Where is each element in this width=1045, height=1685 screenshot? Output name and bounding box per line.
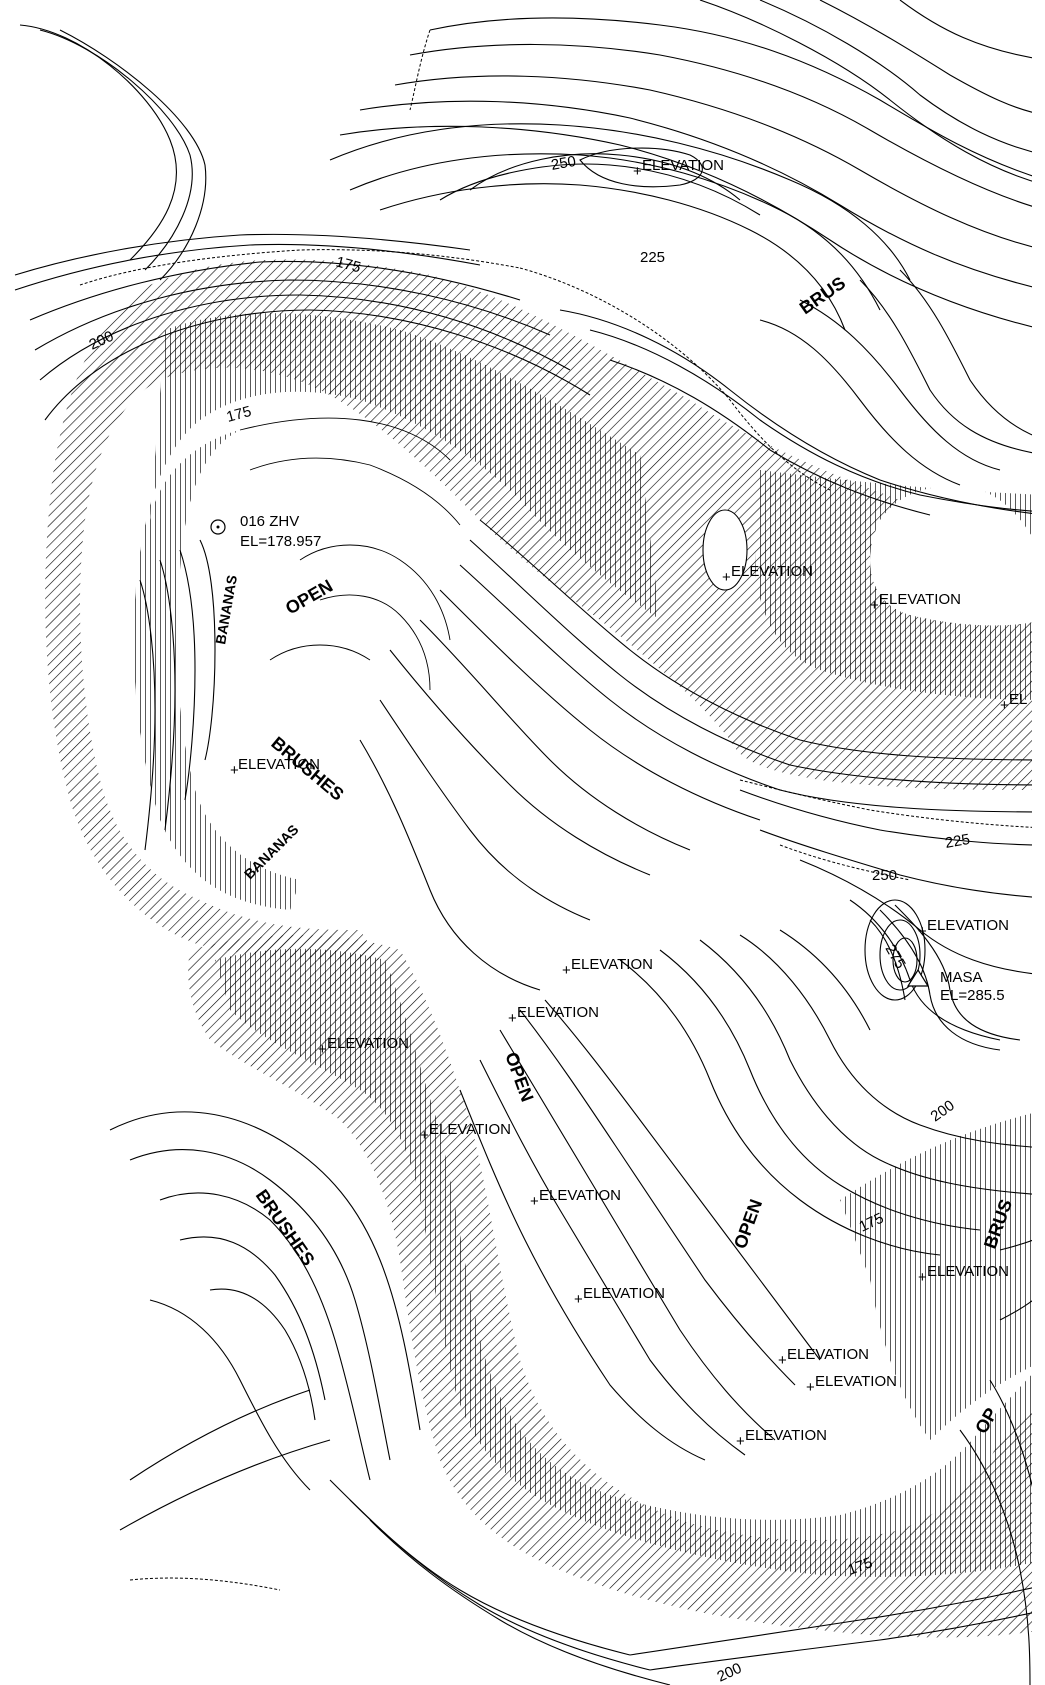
elevation-markers: + ELEVATION + ELEVATION + ELEVATION + EL… — [230, 157, 1027, 1450]
elevation-marker: + ELEVATION — [918, 1263, 1009, 1286]
contour-label: 200 — [715, 1660, 745, 1685]
elevation-marker-label: ELEVATION — [927, 1263, 1009, 1280]
elevation-marker-cross-icon: + — [918, 923, 927, 940]
elevation-marker-label: ELEVATION — [238, 756, 320, 773]
elevation-marker-label: ELEVATION — [731, 563, 813, 580]
survey-point-id: 016 ZHV — [240, 513, 299, 530]
contour-label: 175 — [334, 253, 363, 276]
elevation-marker-cross-icon: + — [574, 1291, 583, 1308]
contour-label: 175 — [225, 403, 254, 426]
elevation-marker: + ELEVATION — [230, 756, 320, 779]
contour-label: 225 — [640, 249, 665, 266]
elevation-marker-cross-icon: + — [530, 1193, 539, 1210]
elevation-marker-cross-icon: + — [722, 569, 731, 586]
elevation-marker-label: ELEVATION — [787, 1346, 869, 1363]
elevation-marker-label: ELEVATION — [879, 591, 961, 608]
elevation-marker-cross-icon: + — [918, 1269, 927, 1286]
elevation-marker: + ELEVATION — [574, 1285, 665, 1308]
elevation-marker-label: ELEVATION — [927, 917, 1009, 934]
elevation-marker-cross-icon: + — [562, 962, 571, 979]
elevation-marker-cross-icon: + — [736, 1433, 745, 1450]
contour-label: 250 — [550, 153, 578, 174]
open-clearing-east — [870, 486, 1045, 626]
elevation-marker-cross-icon: + — [508, 1010, 517, 1027]
elevation-marker-label: ELEVATION — [429, 1121, 511, 1138]
elevation-marker: + ELEVATION — [420, 1121, 511, 1144]
benchmark-name: MASA — [940, 969, 983, 986]
contour-label: 200 — [928, 1097, 958, 1125]
elevation-marker-cross-icon: + — [1000, 697, 1009, 714]
vegetation-label-brushes: BRUSHES — [252, 1186, 319, 1270]
elevation-marker: + ELEVATION — [508, 1004, 599, 1027]
benchmark-triangle-icon — [906, 968, 930, 987]
hatched-band-southwest-inner — [215, 948, 1045, 1577]
elevation-marker: + ELEVATION — [778, 1346, 869, 1369]
elevation-marker: + ELEVATION — [736, 1427, 827, 1450]
elevation-marker-cross-icon: + — [778, 1352, 787, 1369]
elevation-marker: + EL — [1000, 691, 1027, 714]
elevation-marker: + ELEVATION — [806, 1373, 897, 1396]
vegetation-label-open: OPEN — [501, 1050, 537, 1105]
hatched-band-southeast — [840, 1110, 1045, 1440]
contour-lines — [14, 0, 1045, 1685]
open-clearing-bananas — [216, 560, 249, 768]
benchmark-elevation: EL=285.5 — [940, 987, 1005, 1004]
elevation-marker-cross-icon: + — [230, 762, 239, 779]
contour-label: 250 — [872, 867, 897, 884]
elevation-marker-cross-icon: + — [870, 597, 879, 614]
elevation-marker-label: ELEVATION — [571, 956, 653, 973]
contour-label: 225 — [944, 831, 972, 852]
elevation-marker: + ELEVATION — [562, 956, 653, 979]
hatched-band-inner-north — [133, 313, 660, 910]
elevation-marker-cross-icon: + — [633, 163, 642, 180]
survey-point-elevation: EL=178.957 — [240, 533, 321, 550]
elevation-marker: + ELEVATION — [722, 563, 813, 586]
vegetation-label-open: OPEN — [730, 1197, 766, 1252]
survey-point: 016 ZHV EL=178.957 — [210, 513, 321, 550]
elevation-marker-cross-icon: + — [806, 1379, 815, 1396]
elevation-marker-cross-icon: + — [318, 1041, 327, 1058]
elevation-marker-cross-icon: + — [420, 1127, 429, 1144]
elevation-marker: + ELEVATION — [318, 1035, 409, 1058]
elevation-marker-label: ELEVATION — [583, 1285, 665, 1302]
open-clearing-pond — [702, 509, 748, 591]
elevation-marker: + ELEVATION — [918, 917, 1009, 940]
elevation-marker: + ELEVATION — [870, 591, 961, 614]
open-clearing-north — [223, 431, 755, 964]
elevation-marker-label: ELEVATION — [539, 1187, 621, 1204]
vegetation-label-brushes: BRUS — [796, 273, 849, 319]
elevation-marker-label: ELEVATION — [327, 1035, 409, 1052]
elevation-marker: + ELEVATION — [530, 1187, 621, 1210]
elevation-marker-label: EL — [1009, 691, 1027, 708]
benchmark: MASA EL=285.5 — [906, 968, 1005, 1004]
elevation-marker-label: ELEVATION — [517, 1004, 599, 1021]
elevation-marker-label: ELEVATION — [642, 157, 724, 174]
elevation-marker-label: ELEVATION — [745, 1427, 827, 1444]
elevation-marker-label: ELEVATION — [815, 1373, 897, 1390]
elevation-marker: + ELEVATION — [633, 157, 724, 180]
